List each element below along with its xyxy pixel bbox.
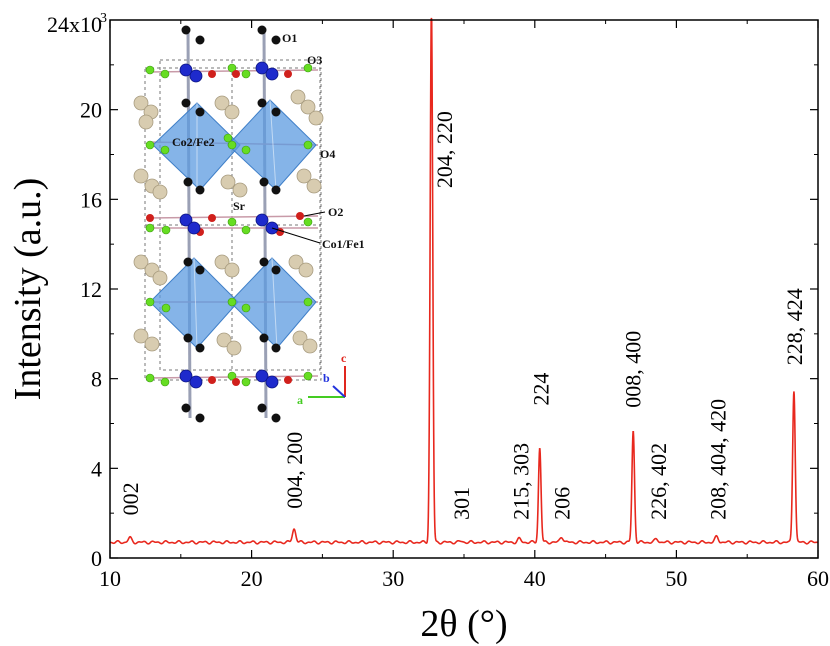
x-axis-title: 2θ (°) <box>420 603 507 645</box>
y-axis-title: Intensity (a.u.) <box>7 178 49 401</box>
x-tick-label: 50 <box>665 566 687 591</box>
peak-label: 228, 424 <box>782 288 807 365</box>
y-tick-label: 12 <box>80 277 102 302</box>
y-tick-label: 8 <box>91 367 102 392</box>
y-top-label: 24x10 <box>47 12 102 37</box>
label-co1fe1: Co1/Fe1 <box>322 237 365 251</box>
y-tick-label: 4 <box>91 456 102 481</box>
label-o4: O4 <box>320 147 335 161</box>
x-tick-label: 20 <box>241 566 263 591</box>
peak-label: 008, 400 <box>621 331 646 408</box>
peak-label: 206 <box>550 487 575 520</box>
axis-a-label: a <box>297 393 303 407</box>
crystal-structure-inset: O1 O3 Co2/Fe2 O4 Sr O2 Co1/Fe1 c b a <box>133 25 365 423</box>
peak-label: 226, 402 <box>646 443 671 520</box>
oxygen-green <box>145 63 313 387</box>
x-tick-label: 60 <box>807 566 829 591</box>
oxygen-red <box>146 70 304 386</box>
peak-label: 004, 200 <box>282 432 307 509</box>
peak-label: 002 <box>118 482 143 515</box>
pointer-co1fe1 <box>271 227 321 244</box>
label-o1: O1 <box>282 31 297 45</box>
peak-label: 301 <box>449 487 474 520</box>
label-o3: O3 <box>307 53 322 67</box>
xrd-series-line <box>109 17 819 545</box>
y-top-exponent: 3 <box>100 11 107 26</box>
cobalt-atoms <box>179 61 279 389</box>
axis-c-label: c <box>341 351 347 365</box>
x-tick-label: 10 <box>99 566 121 591</box>
x-tick-label: 30 <box>382 566 404 591</box>
bond-chains <box>186 29 268 419</box>
oxygen-black <box>181 25 281 423</box>
sr-atoms <box>133 89 324 356</box>
peak-label: 204, 220 <box>432 111 457 188</box>
y-tick-label: 16 <box>80 187 102 212</box>
axes-triad: c b a <box>297 351 347 407</box>
peak-label: 224 <box>529 373 554 406</box>
y-tick-label: 0 <box>91 546 102 571</box>
peak-label: 208, 404, 420 <box>706 399 731 520</box>
y-tick-label: 20 <box>80 98 102 123</box>
peak-label: 215, 303 <box>509 443 534 520</box>
pointer-o2 <box>303 211 326 217</box>
label-co2fe2: Co2/Fe2 <box>172 135 215 149</box>
axis-b-label: b <box>323 371 330 385</box>
label-o2: O2 <box>328 205 343 219</box>
x-tick-label: 40 <box>524 566 546 591</box>
label-sr: Sr <box>233 199 246 213</box>
